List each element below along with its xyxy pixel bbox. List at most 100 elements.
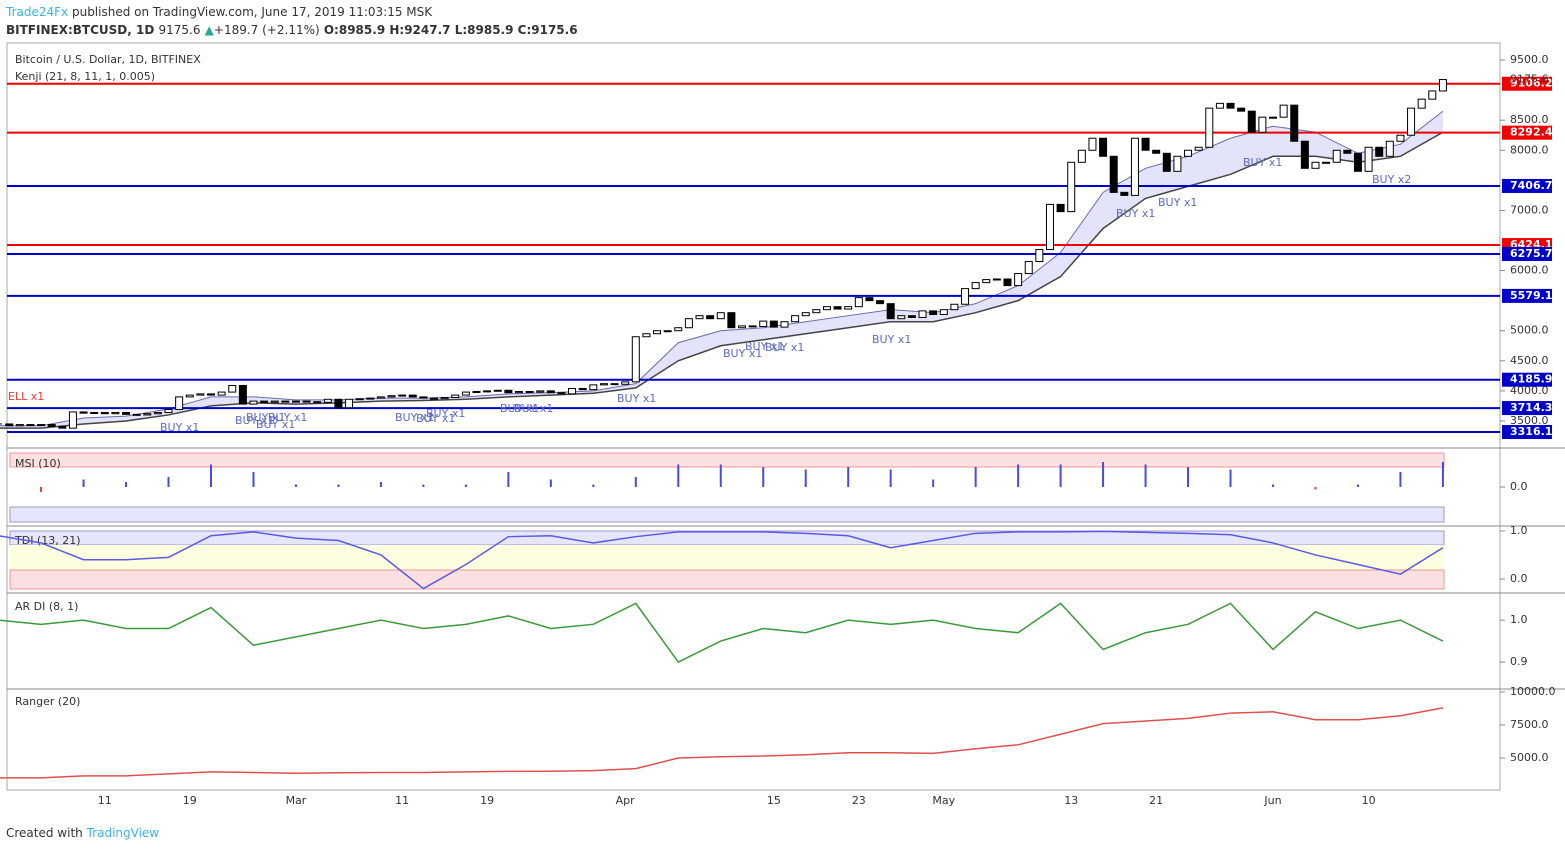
- candle: [79, 411, 88, 414]
- candle: [323, 398, 332, 403]
- candle: [302, 400, 311, 403]
- level-label-box: [1502, 246, 1552, 261]
- candle: [1407, 107, 1416, 136]
- candle: [153, 412, 162, 415]
- candle: [355, 398, 364, 401]
- x-tick-label: May: [932, 794, 955, 807]
- signal-label: BUY x1: [426, 407, 465, 420]
- last-price-label: 9175.6: [1510, 73, 1549, 86]
- candle: [430, 397, 439, 400]
- signal-label: ELL x1: [8, 390, 44, 403]
- y-tick-label: 3500.0: [1510, 414, 1549, 427]
- candle: [1311, 161, 1320, 169]
- candle: [684, 318, 693, 329]
- candle: [451, 394, 460, 398]
- x-tick-label: 15: [767, 794, 781, 807]
- candle: [260, 400, 269, 403]
- header-line: Trade24Fx published on TradingView.com, …: [5, 5, 433, 19]
- candle: [238, 384, 247, 405]
- level-label: 8292.4: [1510, 126, 1553, 139]
- signal-label: BUY x2: [1372, 173, 1411, 186]
- signal-label: BUY x1: [235, 414, 274, 427]
- signal-label: BUY x1: [765, 341, 804, 354]
- candle: [1353, 152, 1362, 172]
- candle: [578, 387, 587, 391]
- candle: [780, 321, 789, 328]
- level-label-box: [1502, 401, 1552, 416]
- signal-label: BUY x1: [617, 392, 656, 405]
- candle: [950, 303, 959, 311]
- open: O:8985.9: [324, 23, 385, 37]
- candle: [822, 306, 831, 311]
- candle: [122, 412, 131, 415]
- candle: [1173, 155, 1182, 172]
- candle: [854, 297, 863, 308]
- x-tick-label: 13: [1064, 794, 1078, 807]
- y-tick-label: 5000.0: [1510, 324, 1549, 337]
- level-label: 3714.3: [1510, 401, 1552, 414]
- candle: [631, 336, 640, 383]
- brand[interactable]: TradingView: [86, 826, 160, 840]
- kenji-band: [0, 111, 1443, 429]
- candle: [398, 394, 407, 397]
- candle: [1035, 249, 1044, 263]
- level-label: 6275.7: [1510, 247, 1552, 260]
- candle: [759, 320, 768, 328]
- candle: [992, 278, 1001, 281]
- publisher[interactable]: Trade24Fx: [5, 5, 68, 19]
- arrow: ▲: [205, 23, 215, 37]
- candle: [461, 391, 470, 396]
- level-label: 7406.7: [1510, 179, 1552, 192]
- candle: [844, 306, 853, 310]
- candle: [918, 310, 927, 318]
- msi-overbought-band: [9, 452, 1445, 468]
- candle: [642, 333, 651, 338]
- candle: [440, 396, 449, 400]
- candle: [568, 387, 577, 395]
- candle: [907, 315, 916, 318]
- x-tick-label: 11: [98, 794, 112, 807]
- published: published on TradingView.com, June 17, 2…: [72, 5, 433, 19]
- candle: [1364, 146, 1373, 172]
- signal-label: BUY x1: [256, 418, 295, 431]
- candle: [37, 424, 46, 427]
- candle: [1385, 140, 1394, 157]
- candle: [939, 309, 948, 315]
- candle: [217, 391, 226, 396]
- candle: [727, 312, 736, 329]
- signal-label: BUY x1: [246, 411, 285, 424]
- candle: [1343, 149, 1352, 154]
- candle: [1003, 278, 1012, 287]
- candle: [1226, 102, 1235, 109]
- candle: [1088, 137, 1097, 151]
- candle: [1269, 116, 1277, 119]
- x-tick-label: 19: [480, 794, 494, 807]
- candle: [695, 315, 704, 320]
- candle: [1215, 102, 1224, 109]
- signal-label: BUY x1: [268, 411, 307, 424]
- candle: [525, 390, 534, 393]
- candle: [249, 400, 258, 405]
- candle: [291, 400, 300, 403]
- candle: [716, 312, 725, 320]
- candle: [536, 390, 545, 393]
- symbol-line: BITFINEX:BTCUSD, 1D 9175.6 ▲+189.7 (+2.1…: [6, 23, 578, 37]
- candle: [791, 315, 800, 323]
- pane-title: AR DI (8, 1): [15, 600, 78, 613]
- candle: [376, 396, 385, 399]
- y-tick-label: 5000.0: [1510, 751, 1549, 764]
- candle: [801, 312, 810, 317]
- signal-label: BUY x1: [416, 412, 455, 425]
- candle: [132, 413, 141, 416]
- candle: [58, 425, 67, 429]
- candle: [929, 310, 938, 315]
- candle: [599, 383, 608, 386]
- candle: [228, 384, 237, 393]
- candle: [1322, 161, 1331, 164]
- y-tick-label: 4500.0: [1510, 354, 1549, 367]
- level-label: 3316.1: [1510, 425, 1552, 438]
- candle: [886, 303, 895, 320]
- candle: [472, 390, 481, 393]
- candle: [1045, 203, 1054, 251]
- tdi-mid-band: [10, 545, 1444, 570]
